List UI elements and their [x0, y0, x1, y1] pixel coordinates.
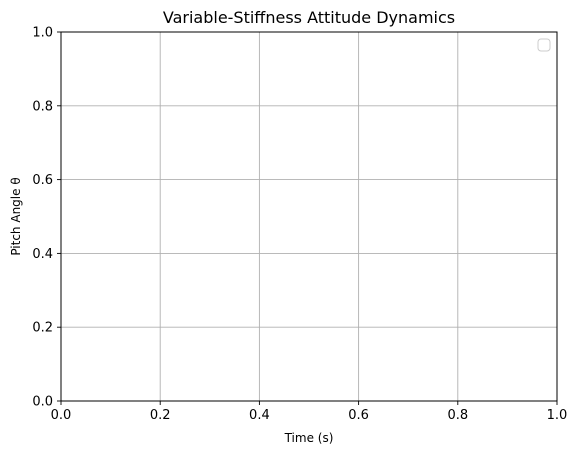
- x-tick-label: 1.0: [547, 408, 568, 423]
- x-tick-label: 0.8: [447, 408, 468, 423]
- chart-title: Variable-Stiffness Attitude Dynamics: [163, 8, 455, 27]
- x-axis-label: Time (s): [284, 431, 334, 445]
- y-tick-label: 0.4: [32, 247, 53, 262]
- legend-box: [537, 38, 551, 52]
- x-tick-label: 0.0: [51, 408, 72, 423]
- y-tick-label: 0.0: [32, 395, 53, 410]
- y-tick-label: 0.8: [32, 99, 53, 114]
- y-tick-label: 1.0: [32, 26, 53, 41]
- x-tick-label: 0.4: [249, 408, 270, 423]
- plot-area-frame: [60, 31, 558, 402]
- ticks-layer: 0.0 0.2 0.4 0.6 0.8 1.0 0.0 0.2 0.4 0.6 0.8 1.0: [32, 26, 567, 424]
- y-axis-label: Pitch Angle θ: [9, 177, 23, 255]
- y-tick-label: 0.6: [32, 173, 53, 188]
- x-tick-label: 0.2: [150, 408, 171, 423]
- x-tick-label: 0.6: [348, 408, 369, 423]
- y-tick-label: 0.2: [32, 321, 53, 336]
